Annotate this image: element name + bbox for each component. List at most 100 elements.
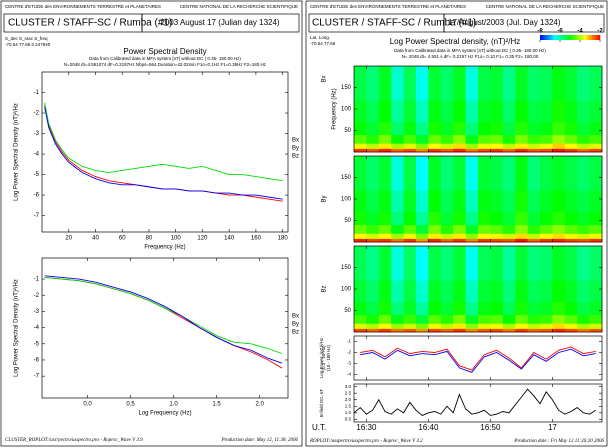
colorbar-tick-label: -8 <box>537 29 543 35</box>
spectrogram-cell <box>589 190 603 213</box>
spectrogram-cell <box>552 246 566 281</box>
y-tick-label: -6 <box>34 358 40 364</box>
spectrogram-cell <box>440 211 454 226</box>
spectrogram-cell <box>515 156 528 191</box>
y-tick-label: -1 <box>34 277 40 283</box>
spectrogram-cell <box>540 224 553 234</box>
spectrogram-cell <box>515 100 528 123</box>
spectrogram-cell <box>478 224 491 234</box>
spectrogram-cell <box>589 314 603 324</box>
footer-right: Production date : Fri May 12 11:26:20 20… <box>513 439 604 444</box>
spectrogram-cell <box>366 224 380 234</box>
params-head: S_dec S_rasc S_freq <box>5 36 48 41</box>
plot-frame <box>353 383 603 423</box>
y-tick-label: 2.5 <box>345 390 352 395</box>
spectrogram-cell <box>366 143 380 149</box>
y-tick-label: 150 <box>341 265 352 271</box>
spectrogram-cell <box>465 156 479 191</box>
series-line <box>360 346 596 371</box>
spectrogram-cell <box>378 233 392 239</box>
left-panel <box>0 0 303 447</box>
spectrogram-cell <box>490 301 504 316</box>
x-tick-label: 160 <box>251 236 262 242</box>
spectrogram-cell <box>416 66 429 101</box>
spectrogram-cell <box>366 233 380 239</box>
y-tick-label: -5 <box>34 341 40 347</box>
spectrogram-cell <box>502 134 516 144</box>
spectrogram-cell <box>564 238 578 243</box>
spectrogram-cell <box>378 280 392 303</box>
spectrogram-cell <box>391 148 404 153</box>
spectrogram-cell <box>416 121 429 136</box>
y-tick-label: -7 <box>34 213 40 219</box>
spectrogram-cell <box>577 238 590 243</box>
spectrogram-cell <box>428 211 442 226</box>
spectrogram-cell <box>589 156 603 191</box>
spectrogram-cell <box>465 328 479 333</box>
y-tick-label: -7 <box>34 374 40 380</box>
spectrogram-cell <box>366 148 380 153</box>
spectrogram-cell <box>564 121 578 136</box>
spectrogram-cell <box>403 238 417 243</box>
y-tick-label: -3 <box>347 361 351 366</box>
y-tick-label: 100 <box>341 107 352 113</box>
x-tick-label: 60 <box>119 236 126 242</box>
date-box <box>141 13 300 33</box>
spectrogram-cell <box>354 280 367 303</box>
y-tick-label: -6 <box>34 193 40 199</box>
date-box <box>443 13 605 33</box>
plot-frame <box>41 257 289 399</box>
spectrogram-cell <box>465 238 479 243</box>
x-tick-label: 16:30 <box>356 423 377 432</box>
series-line <box>44 276 283 354</box>
spectrogram-cell <box>552 66 566 101</box>
spectrogram-cell <box>354 156 367 191</box>
spectrogram-cell <box>540 66 553 101</box>
spectrogram-cell <box>527 233 541 239</box>
y-tick-label: -1 <box>347 339 351 344</box>
spectrogram-cell <box>577 233 590 239</box>
spectrogram-cell <box>540 211 553 226</box>
spectrogram-cell <box>403 100 417 123</box>
spectrogram-cell <box>440 190 454 213</box>
y-axis-label: Frequency (Hz) <box>332 88 338 129</box>
spectrogram-cell <box>564 233 578 239</box>
spectrogram-cell <box>490 148 504 153</box>
spectrogram-cell <box>540 328 553 333</box>
spectrogram-cell <box>515 323 528 329</box>
spectrogram-cell <box>589 323 603 329</box>
spectrogram-cell <box>428 280 442 303</box>
spectrogram-cell <box>354 121 367 136</box>
spectrogram-cell <box>354 148 367 153</box>
y-tick-label: 0.5 <box>345 417 352 422</box>
colorbar-step <box>560 35 563 40</box>
spectrogram-cell <box>403 134 417 144</box>
y-tick-label: 150 <box>341 175 352 181</box>
spectrogram-cell <box>378 66 392 101</box>
spectrogram-cell <box>453 66 466 101</box>
x-axis-label: Log Frequency (Hz) <box>138 411 191 417</box>
spectrogram-cell <box>428 314 442 324</box>
spectrogram-cell <box>490 134 504 144</box>
spectrogram-cell <box>391 66 404 101</box>
spectrogram-cell <box>577 314 590 324</box>
spectrogram-cell <box>354 233 367 239</box>
title: CLUSTER / STAFF-SC / Rumba (#1) <box>8 18 172 29</box>
colorbar-step <box>558 35 561 40</box>
spectrogram-cell <box>564 211 578 226</box>
spectrogram-cell <box>366 246 380 281</box>
spectrogram-cell <box>354 100 367 123</box>
spectrogram-cell <box>354 190 367 213</box>
spectrogram-cell <box>440 233 454 239</box>
y-axis-label: Log Power, (nT)²/Hz <box>319 337 324 378</box>
spectrogram-cell <box>564 323 578 329</box>
spectrogram-cell <box>378 121 392 136</box>
x-tick-label: 16:40 <box>418 423 439 432</box>
spectrogram-cell <box>465 148 479 153</box>
colorbar-tick-label: -4 <box>577 29 583 35</box>
spectrogram-cell <box>465 246 479 281</box>
coords: -70.54 77.66 <box>310 41 336 46</box>
spectrogram-cell <box>502 211 516 226</box>
spectrogram-cell <box>378 314 392 324</box>
x-tick-label: 16:50 <box>480 423 501 432</box>
